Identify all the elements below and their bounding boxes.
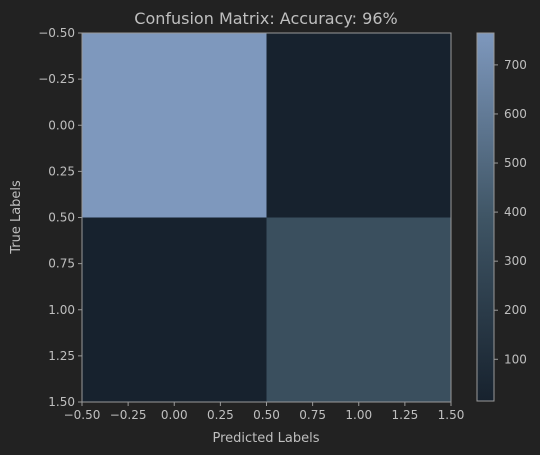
colorbar-tick-label: 200 [504, 303, 527, 317]
chart-title: Confusion Matrix: Accuracy: 96% [134, 9, 397, 28]
x-axis-ticks: −0.50 −0.25 0.00 0.25 0.50 0.75 1.00 1.25 1.50 [64, 402, 465, 422]
x-axis-label: Predicted Labels [212, 431, 319, 446]
x-tick-label: 0.25 [207, 408, 234, 422]
y-axis-label: True Labels [9, 180, 24, 255]
x-tick-label: −0.50 [64, 408, 101, 422]
heatmap-cell-1-1 [267, 218, 452, 403]
x-tick-label: 0.50 [253, 408, 280, 422]
x-tick-label: −0.25 [110, 408, 147, 422]
y-tick-label: 0.50 [48, 211, 75, 225]
y-tick-label: 0.75 [48, 257, 75, 271]
heatmap-cell-1-0 [82, 218, 267, 403]
colorbar-ticks: 100 200 300 400 500 600 700 [494, 58, 527, 366]
y-tick-label: −0.25 [38, 72, 75, 86]
colorbar-tick-label: 700 [504, 58, 527, 72]
colorbar [477, 33, 494, 401]
heatmap-cells [82, 33, 451, 402]
y-tick-label: 0.00 [48, 118, 75, 132]
colorbar-tick-label: 600 [504, 107, 527, 121]
x-tick-label: 1.25 [392, 408, 419, 422]
y-tick-label: 1.25 [48, 349, 75, 363]
x-tick-label: 1.00 [345, 408, 372, 422]
y-axis-ticks: −0.50 −0.25 0.00 0.25 0.50 0.75 1.00 1.25 1.50 [38, 26, 82, 409]
x-tick-label: 0.75 [299, 408, 326, 422]
x-tick-label: 0.00 [161, 408, 188, 422]
x-tick-label: 1.50 [438, 408, 465, 422]
heatmap-cell-0-0 [82, 33, 267, 218]
y-tick-label: 1.00 [48, 303, 75, 317]
colorbar-tick-label: 300 [504, 254, 527, 268]
y-tick-label: 0.25 [48, 164, 75, 178]
heatmap-cell-0-1 [267, 33, 452, 218]
y-tick-label: 1.50 [48, 395, 75, 409]
colorbar-tick-label: 500 [504, 156, 527, 170]
colorbar-tick-label: 400 [504, 205, 527, 219]
y-tick-label: −0.50 [38, 26, 75, 40]
colorbar-tick-label: 100 [504, 352, 527, 366]
